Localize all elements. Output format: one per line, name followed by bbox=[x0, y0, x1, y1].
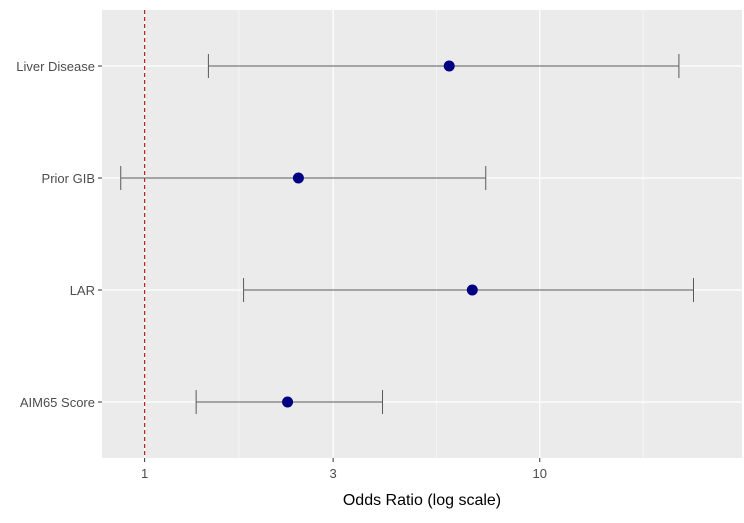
points bbox=[282, 60, 478, 408]
y-tick-label: AIM65 Score bbox=[20, 395, 95, 410]
odds-ratio-point bbox=[443, 60, 455, 72]
odds-ratio-point bbox=[292, 172, 304, 184]
x-axis-title: Odds Ratio (log scale) bbox=[343, 492, 501, 509]
x-tick-label: 3 bbox=[330, 466, 337, 481]
odds-ratio-point bbox=[282, 396, 294, 408]
odds-ratio-point bbox=[466, 284, 478, 296]
y-tick-label: Liver Disease bbox=[16, 59, 95, 74]
x-tick-label: 10 bbox=[533, 466, 547, 481]
x-tick-labels: 1 3 10 bbox=[141, 458, 547, 481]
y-tick-label: Prior GIB bbox=[42, 171, 95, 186]
plot-panel bbox=[102, 10, 742, 458]
x-tick-label: 1 bbox=[141, 466, 148, 481]
y-tick-label: LAR bbox=[70, 283, 95, 298]
y-tick-labels: Liver Disease Prior GIB LAR AIM65 Score bbox=[16, 59, 102, 410]
